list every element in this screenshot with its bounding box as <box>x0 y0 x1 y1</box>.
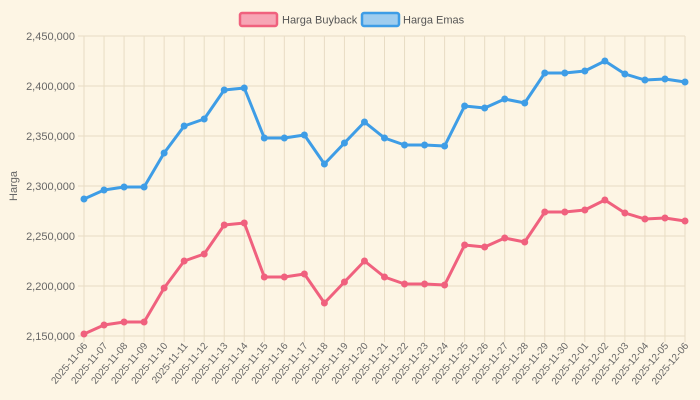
data-point <box>100 186 108 194</box>
data-point <box>421 141 429 149</box>
data-point <box>681 217 689 225</box>
data-point <box>561 208 569 216</box>
data-point <box>80 195 88 203</box>
legend-swatch <box>360 11 401 28</box>
data-point <box>641 76 649 84</box>
data-point <box>481 243 489 251</box>
data-point <box>521 99 529 107</box>
data-point <box>441 281 449 289</box>
data-point <box>621 209 629 217</box>
data-point <box>220 86 228 94</box>
data-point <box>120 183 128 191</box>
data-point <box>200 250 208 258</box>
y-tick-label: 2,150,000 <box>26 331 75 343</box>
data-point <box>521 238 529 246</box>
data-point <box>601 57 609 65</box>
data-point <box>360 118 368 126</box>
data-point <box>421 280 429 288</box>
y-tick-label: 2,350,000 <box>26 131 75 143</box>
data-point <box>220 221 228 229</box>
data-point <box>140 318 148 326</box>
data-point <box>441 142 449 150</box>
data-point <box>581 206 589 214</box>
data-point <box>120 318 128 326</box>
data-point <box>200 115 208 123</box>
data-point <box>260 134 268 142</box>
data-point <box>140 183 148 191</box>
data-point <box>340 278 348 286</box>
data-point <box>160 284 168 292</box>
data-point <box>661 214 669 222</box>
data-point <box>401 280 409 288</box>
data-point <box>280 273 288 281</box>
data-point <box>541 69 549 77</box>
data-point <box>160 149 168 157</box>
data-point <box>320 299 328 307</box>
data-point <box>381 273 388 281</box>
data-point <box>601 196 609 204</box>
data-point <box>581 67 589 75</box>
data-point <box>381 134 388 142</box>
data-point <box>541 208 549 216</box>
legend-swatch <box>238 11 279 28</box>
data-point <box>461 241 469 249</box>
data-point <box>280 134 288 142</box>
data-point <box>501 234 509 242</box>
data-point <box>360 257 368 265</box>
data-point <box>461 102 469 110</box>
data-point <box>641 215 649 223</box>
data-point <box>561 69 569 77</box>
data-point <box>340 139 348 147</box>
data-point <box>300 131 308 139</box>
data-point <box>681 78 689 86</box>
data-point <box>260 273 268 281</box>
legend-label: Harga Emas <box>403 15 465 27</box>
data-point <box>180 257 188 265</box>
legend-label: Harga Buyback <box>282 15 358 27</box>
data-point <box>401 141 409 149</box>
data-point <box>240 84 248 92</box>
data-point <box>621 70 629 78</box>
y-tick-label: 2,200,000 <box>26 281 75 293</box>
y-tick-label: 2,250,000 <box>26 231 75 243</box>
y-axis-title: Harga <box>8 170 20 201</box>
data-point <box>501 95 509 103</box>
data-point <box>100 321 108 329</box>
y-tick-label: 2,400,000 <box>26 81 75 93</box>
data-point <box>240 219 248 227</box>
y-tick-label: 2,300,000 <box>26 181 75 193</box>
data-point <box>180 122 188 130</box>
data-point <box>481 104 489 112</box>
data-point <box>80 330 88 338</box>
y-tick-label: 2,450,000 <box>26 31 75 43</box>
data-point <box>300 270 308 278</box>
data-point <box>320 160 328 168</box>
data-point <box>661 75 669 83</box>
